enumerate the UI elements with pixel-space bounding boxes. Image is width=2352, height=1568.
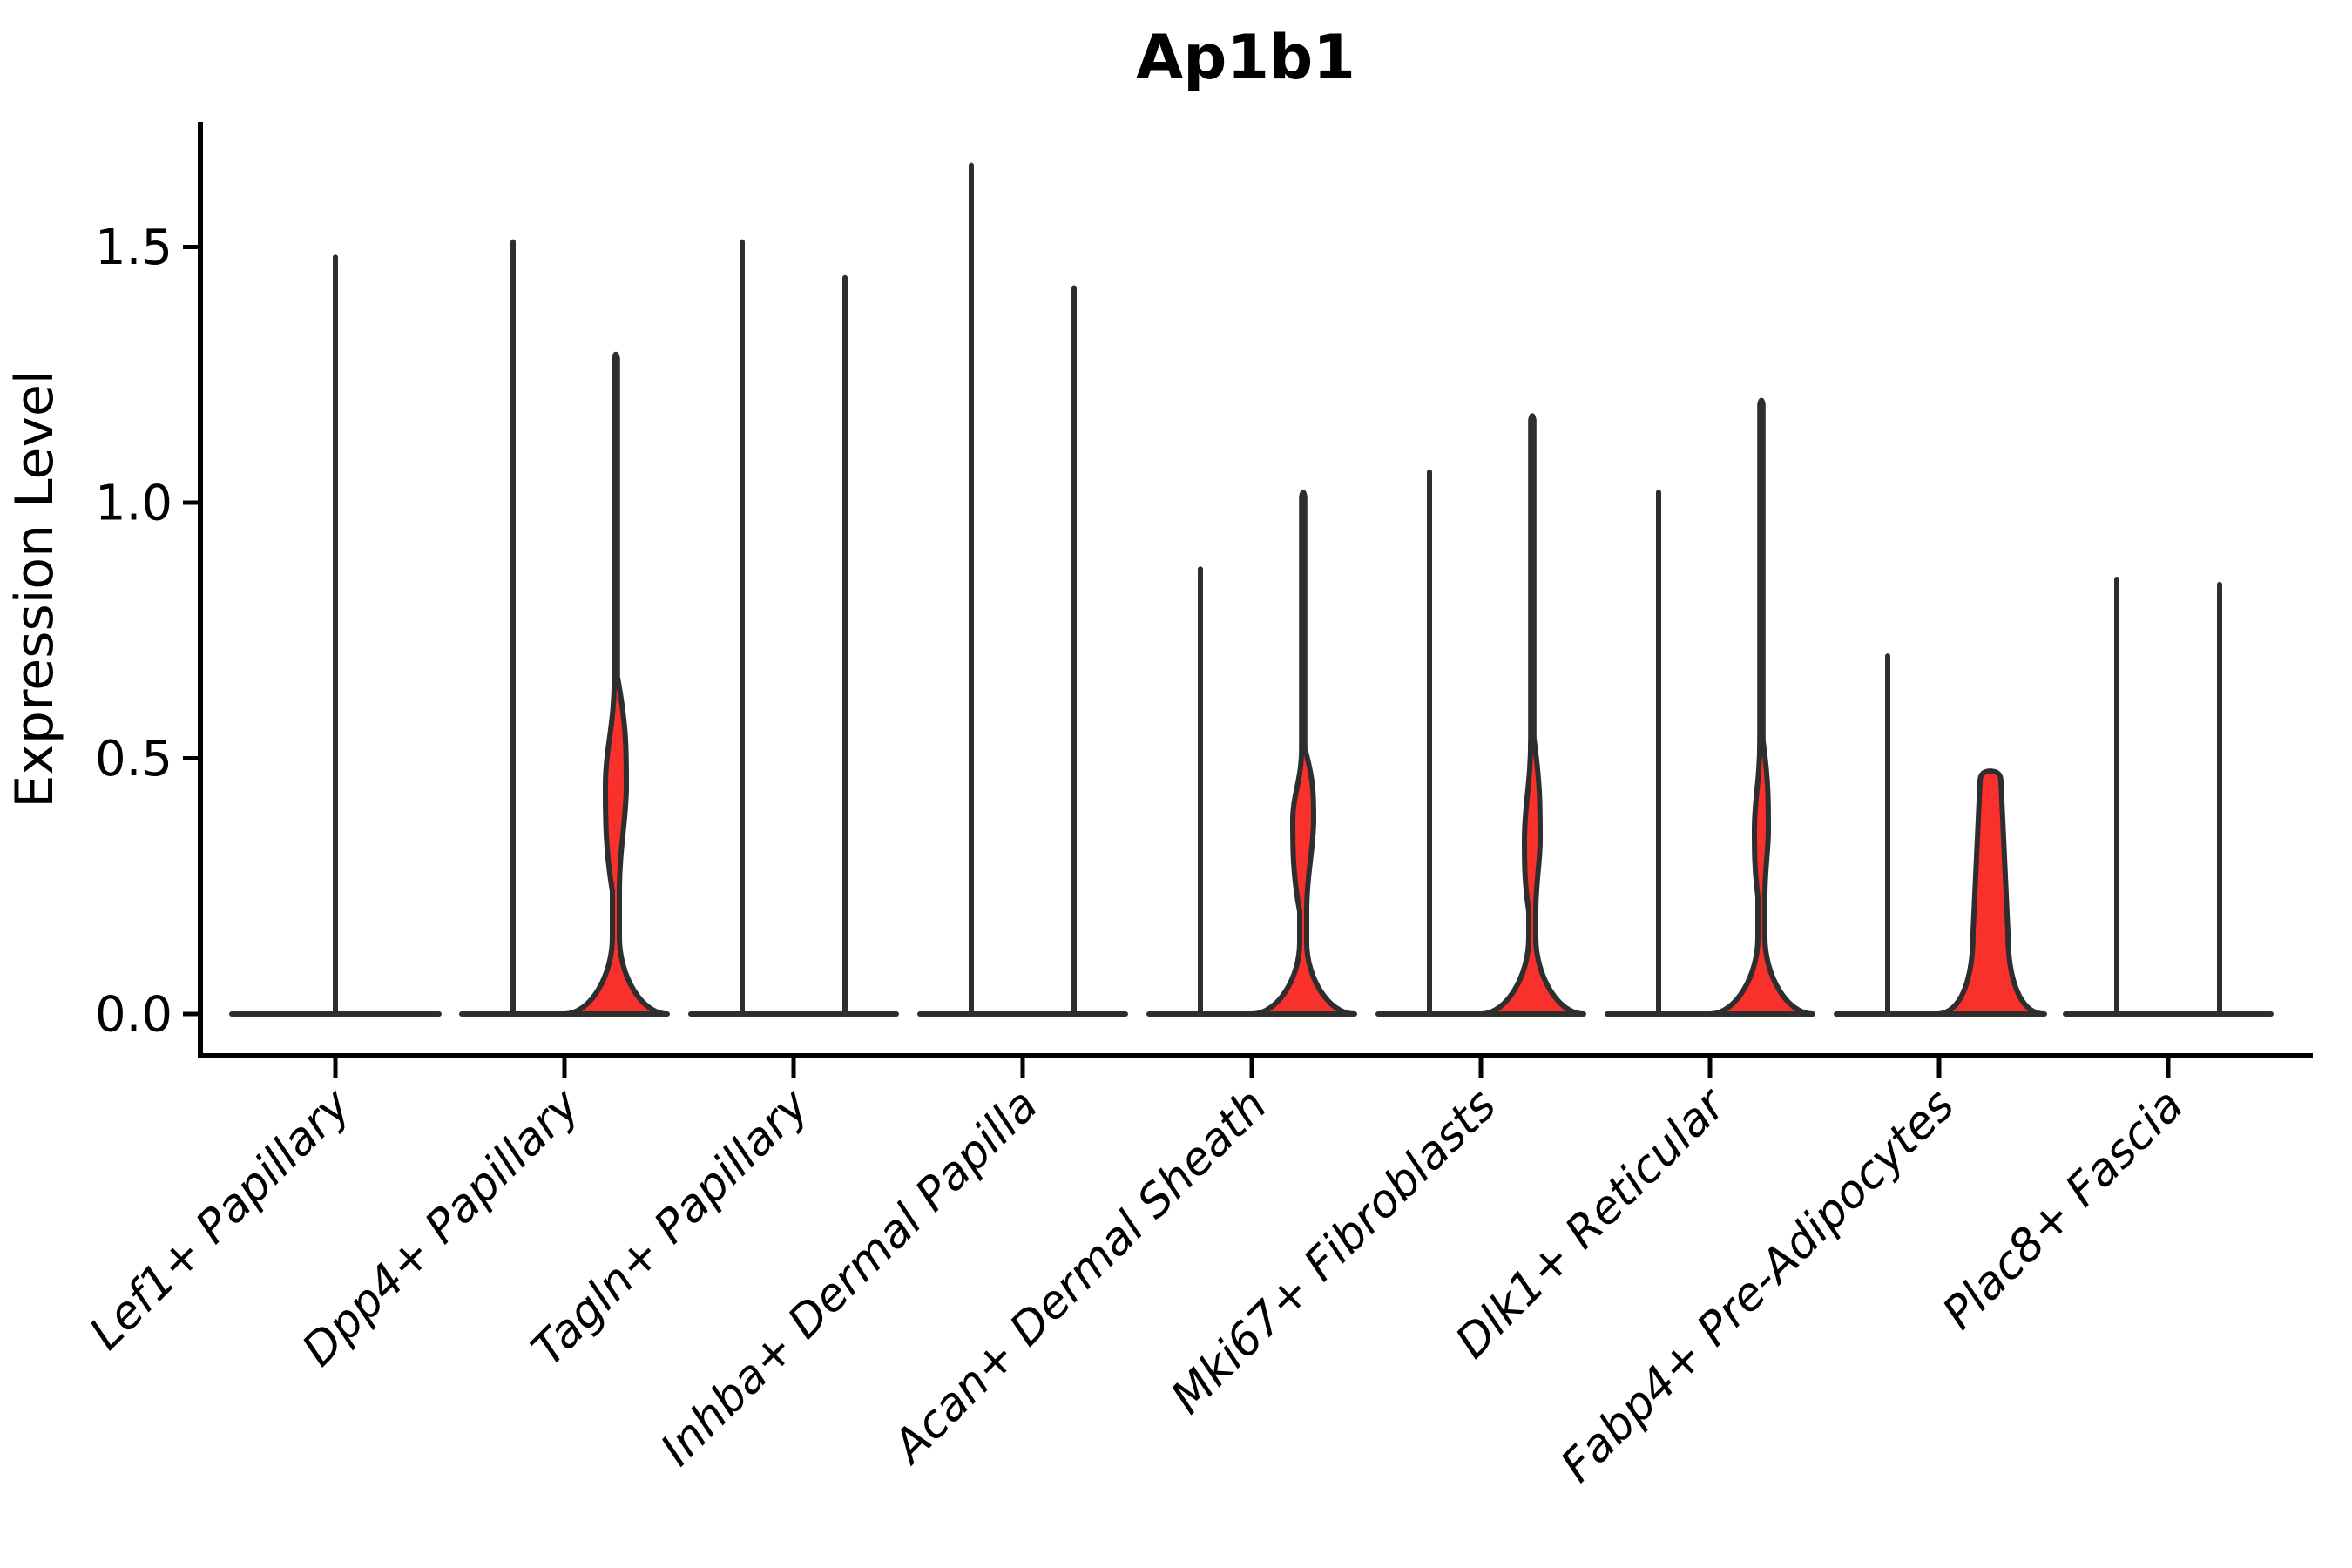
- violin-dlk1-reticular-right: [1707, 397, 1815, 1017]
- violin-lef1-papillary-single: [229, 254, 442, 1017]
- y-tick-label-0.0: 0.0: [95, 987, 172, 1044]
- y-tick-label-0.5: 0.5: [95, 731, 172, 787]
- violin-mki67-fibroblasts-right: [1478, 413, 1586, 1017]
- violin-inhba-dermal-papilla-right: [1020, 285, 1128, 1017]
- violin-mki67-fibroblasts-left: [1375, 469, 1484, 1017]
- chart-title: Ap1b1: [1136, 22, 1355, 93]
- violin-plac8-fascia-right: [2166, 581, 2274, 1017]
- violin-tagln-papillary-left: [688, 239, 796, 1017]
- violin-plac8-fascia-left: [2063, 577, 2171, 1017]
- violin-fabp4-pre-adipocytes-left: [1834, 653, 1942, 1017]
- y-axis-label: Expression Level: [4, 369, 65, 808]
- y-tick-label-1.5: 1.5: [95, 220, 172, 276]
- violin-dpp4-papillary-right: [562, 351, 670, 1017]
- violin-inhba-dermal-papilla-left: [917, 162, 1025, 1017]
- x-tick-label-fabp4-pre-adipocytes: Fabp4+ Pre-Adipocytes: [1551, 1079, 1965, 1493]
- violin-tagln-papillary-right: [791, 274, 899, 1017]
- violin-acan-dermal-sheath-right: [1249, 490, 1357, 1017]
- violin-fabp4-pre-adipocytes-right: [1934, 768, 2047, 1017]
- x-tick-label-acan-dermal-sheath: Acan+ Dermal Sheath: [882, 1079, 1277, 1475]
- violin-dlk1-reticular-left: [1605, 490, 1713, 1017]
- axes-spines: [198, 122, 2313, 1058]
- violin-acan-dermal-sheath-left: [1146, 566, 1254, 1017]
- violin-dpp4-papillary-left: [459, 239, 567, 1017]
- y-tick-label-1.0: 1.0: [95, 476, 172, 532]
- x-tick-label-plac8-fascia: Plac8+ Fascia: [1933, 1079, 2193, 1340]
- x-tick-label-inhba-dermal-papilla: Inhba+ Dermal Papilla: [651, 1079, 1048, 1477]
